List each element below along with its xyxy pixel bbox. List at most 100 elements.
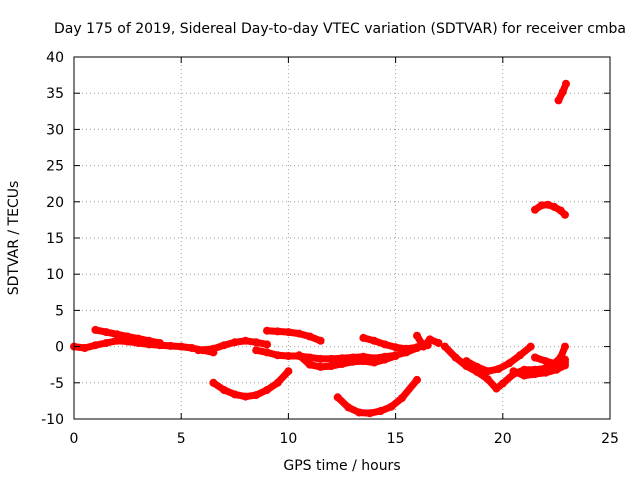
data-point	[230, 338, 239, 347]
data-point	[338, 360, 346, 368]
data-point	[554, 96, 563, 105]
data-point	[187, 344, 196, 352]
data-point	[263, 326, 271, 335]
y-axis-label: SDTVAR / TECUs	[6, 181, 22, 296]
y-tick-label: 20	[46, 195, 64, 211]
series-arc-7	[295, 351, 400, 371]
data-point	[112, 336, 121, 345]
series-arc-4	[209, 367, 293, 401]
data-point	[473, 362, 482, 371]
data-point	[252, 338, 261, 347]
data-point	[194, 346, 203, 355]
data-point	[91, 341, 100, 350]
data-point	[520, 371, 529, 380]
data-point	[263, 340, 271, 349]
data-point	[505, 359, 514, 368]
data-point	[284, 367, 293, 376]
data-point	[327, 362, 336, 371]
data-point	[558, 87, 567, 96]
x-axis-label: GPS time / hours	[283, 458, 400, 474]
series-arc-17	[554, 79, 570, 105]
data-point	[359, 333, 368, 342]
data-point	[509, 367, 518, 376]
data-point	[541, 357, 550, 366]
data-point	[531, 353, 539, 362]
data-point	[483, 367, 492, 376]
data-point	[398, 394, 406, 402]
data-point	[123, 332, 132, 341]
data-point	[462, 357, 471, 366]
x-ticks: 0 5 10 15 20 25	[70, 57, 619, 447]
data-point	[440, 342, 449, 351]
series-arc-6	[263, 326, 325, 345]
data-point	[230, 390, 239, 399]
data-point	[494, 365, 503, 373]
y-tick-label: 30	[46, 122, 64, 138]
series-line	[413, 332, 442, 351]
data-point	[419, 342, 428, 351]
data-point	[370, 336, 379, 345]
x-tick-label: 25	[601, 431, 619, 447]
data-point	[263, 348, 271, 357]
series-line	[295, 351, 400, 371]
data-point	[550, 202, 559, 211]
y-tick-label: 25	[46, 159, 64, 175]
data-point	[252, 391, 261, 400]
series-arc-15	[550, 342, 569, 368]
data-point	[252, 346, 261, 355]
data-point	[402, 344, 411, 353]
grid	[74, 57, 610, 419]
data-point	[327, 354, 336, 363]
data-point	[316, 336, 325, 345]
data-point	[155, 339, 164, 347]
data-point	[359, 357, 368, 366]
series-arc-1	[70, 336, 218, 357]
y-tick-label: -5	[50, 376, 64, 392]
x-tick-label: 20	[494, 431, 512, 447]
x-tick-label: 0	[70, 431, 79, 447]
data-point	[273, 327, 282, 336]
data-point	[526, 342, 535, 351]
data-point	[483, 375, 492, 384]
data-point	[102, 339, 111, 347]
data-point	[145, 336, 153, 345]
data-point	[370, 358, 379, 367]
data-point	[376, 407, 385, 415]
data-point	[209, 344, 218, 353]
data-point	[387, 402, 396, 411]
data-point	[316, 362, 325, 371]
data-point	[355, 408, 364, 417]
data-point	[241, 392, 250, 401]
series-group	[70, 79, 570, 418]
data-point	[498, 379, 507, 388]
data-point	[220, 341, 229, 350]
data-point	[177, 342, 186, 351]
data-point	[305, 332, 314, 341]
x-tick-label: 10	[279, 431, 297, 447]
data-point	[80, 344, 89, 352]
data-point	[531, 370, 539, 379]
data-point	[413, 375, 421, 384]
data-point	[391, 343, 400, 352]
series-arc-8	[333, 375, 421, 418]
data-point	[305, 360, 314, 369]
data-point	[209, 378, 218, 387]
data-point	[365, 409, 374, 418]
data-point	[541, 368, 550, 377]
data-point	[241, 336, 250, 345]
data-point	[295, 329, 304, 338]
data-point	[531, 205, 539, 214]
y-tick-label: 35	[46, 86, 64, 102]
data-point	[295, 351, 304, 360]
data-point	[425, 335, 434, 344]
x-tick-label: 15	[387, 431, 405, 447]
y-tick-label: 40	[46, 50, 64, 66]
data-point	[561, 210, 569, 219]
y-tick-label: 5	[55, 303, 64, 319]
series-arc-12	[462, 342, 535, 376]
data-point	[562, 79, 570, 88]
data-point	[284, 352, 293, 360]
y-ticks: -10 -5 0 5 10 15 20 25 30 35 40	[41, 50, 610, 428]
data-point	[273, 378, 282, 387]
